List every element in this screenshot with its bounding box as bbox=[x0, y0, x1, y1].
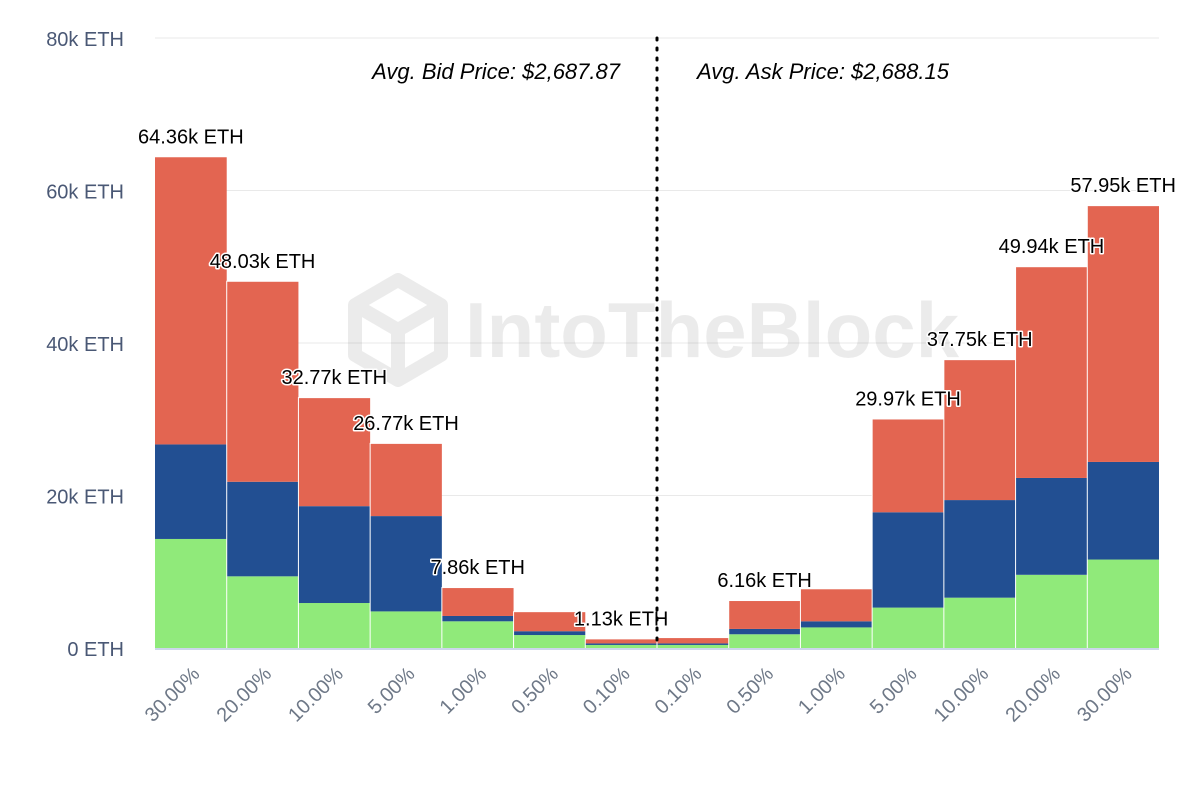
bar-segment-green bbox=[1087, 559, 1159, 648]
x-tick-label: 30.00% bbox=[141, 663, 205, 727]
bar-segment-blue bbox=[226, 481, 299, 577]
x-tick-label: 0.10% bbox=[651, 663, 707, 719]
bar-segment-red bbox=[728, 601, 801, 629]
watermark: IntoTheBlock bbox=[348, 273, 960, 387]
bar-segment-red bbox=[800, 589, 873, 622]
bar-segment-red bbox=[1087, 206, 1159, 462]
bar-total-label: 64.36k ETH bbox=[138, 126, 244, 148]
bar-total-label: 57.95k ETH bbox=[1070, 175, 1176, 197]
bar-segment-green bbox=[441, 621, 514, 648]
bar-segment-green bbox=[943, 597, 1016, 648]
bar-segment-red bbox=[657, 638, 729, 644]
bar-segment-blue bbox=[441, 615, 514, 622]
bar-segment-green bbox=[872, 607, 944, 648]
bar-segment-red bbox=[226, 281, 299, 482]
bar-segment-blue bbox=[370, 516, 442, 612]
bar-total-label: 6.16k ETH bbox=[717, 570, 811, 592]
y-tick-label: 40k ETH bbox=[46, 334, 124, 356]
bar-segment-red bbox=[370, 443, 442, 517]
x-tick-label: 5.00% bbox=[866, 663, 922, 719]
y-tick-label: 20k ETH bbox=[46, 487, 124, 509]
data-labels: 64.36k ETH 48.03k ETH 32.77k ETH 26.77k ETH… bbox=[137, 125, 1178, 632]
bar-total-label: 32.77k ETH bbox=[281, 367, 387, 389]
bar-segment-blue bbox=[1087, 461, 1159, 560]
bar-segment-red bbox=[943, 360, 1016, 501]
bar-segment-blue bbox=[298, 506, 371, 604]
bar-segment-blue bbox=[585, 643, 657, 645]
bar-segment-green bbox=[657, 644, 729, 648]
bar-segment-green bbox=[226, 576, 299, 648]
bar-segment-red bbox=[441, 588, 514, 616]
bar-total-label: 49.94k ETH bbox=[999, 236, 1105, 258]
x-tick-label: 0.10% bbox=[579, 663, 635, 719]
bar-segment-blue bbox=[513, 631, 586, 636]
bar-segment-green bbox=[513, 635, 586, 648]
x-tick-label: 0.50% bbox=[722, 663, 778, 719]
x-tick-label: 10.00% bbox=[930, 663, 994, 727]
x-tick-label: 20.00% bbox=[1001, 663, 1065, 727]
bar-segment-red bbox=[872, 419, 944, 513]
bar-segment-blue bbox=[872, 512, 944, 608]
x-axis-labels: 30.00% 20.00% 10.00% 5.00% 1.00% 0.50% 0.10% 0.… bbox=[141, 663, 1137, 727]
x-tick-label: 10.00% bbox=[284, 663, 348, 727]
avg-bid-price-annotation: Avg. Bid Price: $2,687.87 bbox=[370, 59, 621, 84]
bar-segment-green bbox=[585, 644, 657, 648]
bar-segment-green bbox=[155, 538, 227, 648]
bar-segment-green bbox=[728, 634, 801, 648]
bar-segment-blue bbox=[800, 621, 873, 628]
y-tick-label: 0 ETH bbox=[67, 639, 124, 661]
bar-segment-blue bbox=[1015, 477, 1088, 575]
bar-segment-green bbox=[298, 603, 371, 648]
bar-segment-blue bbox=[657, 643, 729, 645]
y-tick-label: 80k ETH bbox=[46, 29, 124, 51]
x-tick-label: 5.00% bbox=[364, 663, 420, 719]
bar-segment-blue bbox=[155, 444, 227, 539]
bar-segment-red bbox=[585, 639, 657, 644]
bar-total-label: 26.77k ETH bbox=[353, 413, 459, 435]
x-tick-label: 0.50% bbox=[507, 663, 563, 719]
x-tick-label: 20.00% bbox=[213, 663, 277, 727]
bar-segment-blue bbox=[943, 500, 1016, 598]
bar-total-label: 1.13k ETH bbox=[574, 608, 668, 630]
y-tick-label: 60k ETH bbox=[46, 182, 124, 204]
bar-segment-red bbox=[298, 398, 371, 507]
bar-segment-red bbox=[1015, 267, 1088, 478]
bar-total-label: 37.75k ETH bbox=[927, 329, 1033, 351]
bar-segment-green bbox=[370, 611, 442, 648]
x-tick-label: 1.00% bbox=[436, 663, 492, 719]
bars bbox=[155, 157, 1159, 648]
bar-total-label: 48.03k ETH bbox=[210, 251, 316, 273]
watermark-text: IntoTheBlock bbox=[465, 286, 960, 374]
bar-total-label: 29.97k ETH bbox=[855, 388, 961, 410]
bar-segment-green bbox=[1015, 574, 1088, 648]
x-tick-label: 1.00% bbox=[794, 663, 850, 719]
avg-ask-price-annotation: Avg. Ask Price: $2,688.15 bbox=[695, 59, 950, 84]
bar-segment-green bbox=[800, 627, 873, 648]
bar-total-label: 7.86k ETH bbox=[430, 557, 524, 579]
bar-segment-blue bbox=[728, 628, 801, 635]
y-axis-labels: 0 ETH 20k ETH 40k ETH 60k ETH 80k ETH bbox=[46, 29, 124, 661]
bar-segment-red bbox=[155, 157, 227, 445]
x-tick-label: 30.00% bbox=[1073, 663, 1137, 727]
bar-segment-red bbox=[513, 612, 586, 632]
